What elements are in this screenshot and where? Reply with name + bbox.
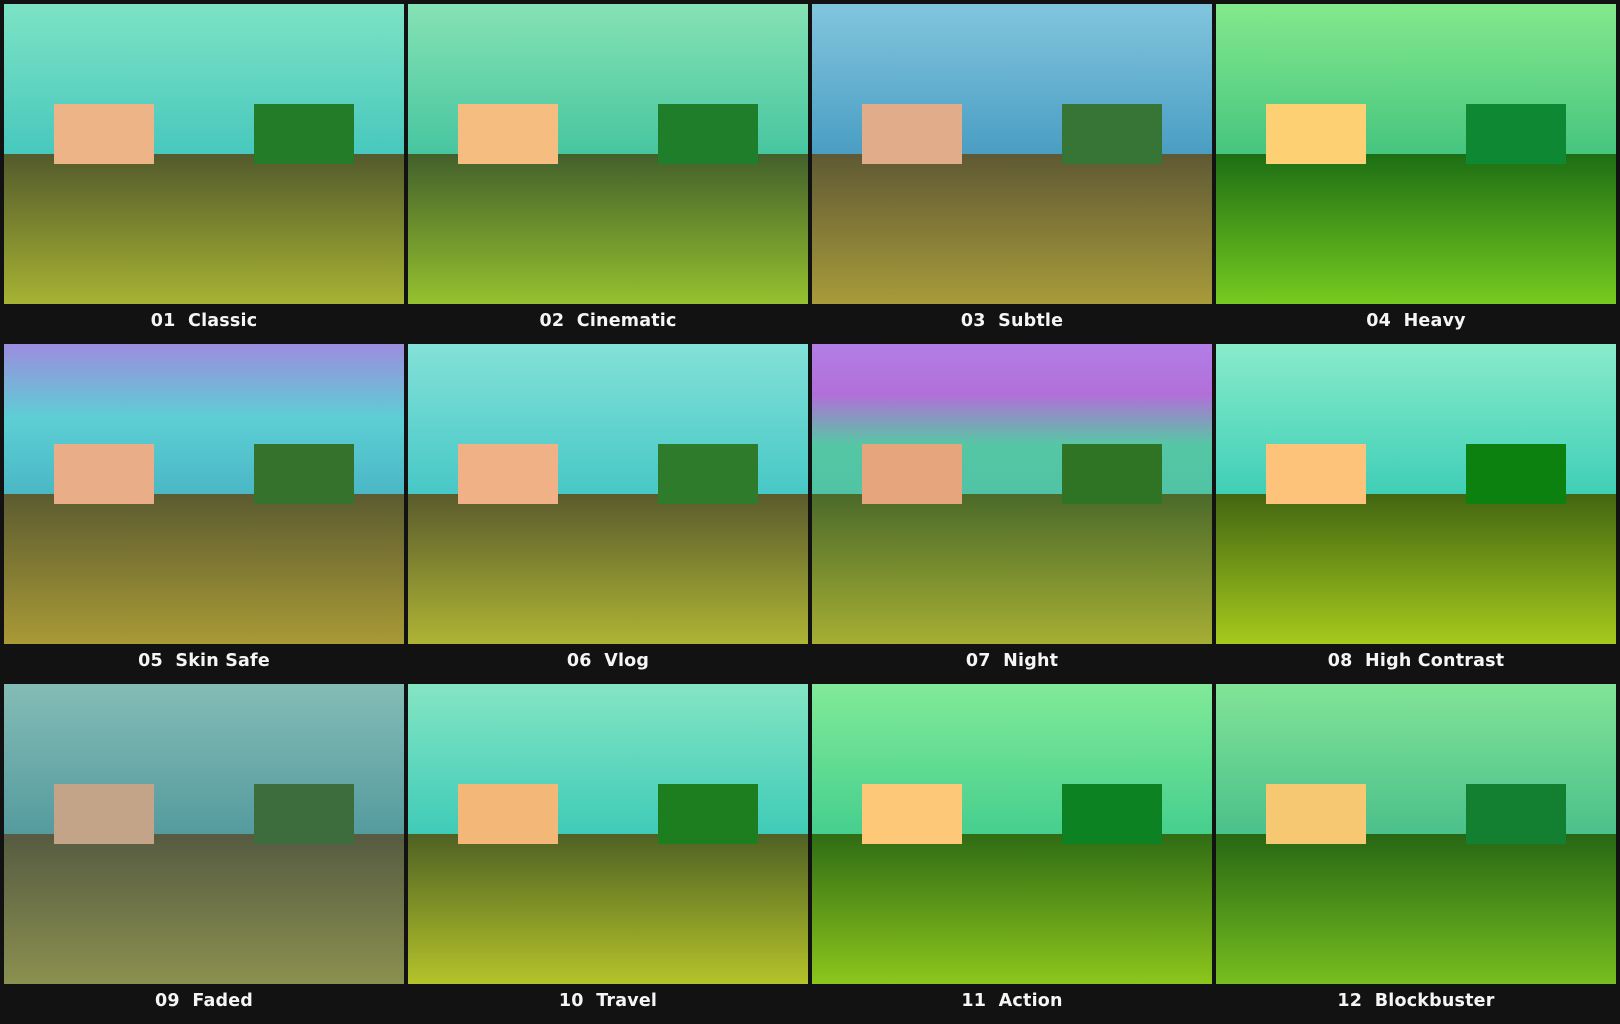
preset-label: 04 Heavy — [1366, 311, 1466, 331]
thumbnail-foliage-swatch — [1062, 444, 1162, 504]
thumbnail-skin-swatch — [1266, 444, 1366, 504]
thumbnail-foliage-swatch — [1466, 784, 1566, 844]
thumbnail-ground — [4, 154, 404, 304]
preset-tile[interactable]: 05 Skin Safe — [4, 344, 404, 684]
thumbnail-foliage-swatch — [254, 104, 354, 164]
preset-label: 11 Action — [961, 991, 1063, 1011]
preset-tile[interactable]: 06 Vlog — [408, 344, 808, 684]
thumbnail-ground — [812, 154, 1212, 304]
thumbnail-foliage-swatch — [1062, 784, 1162, 844]
preset-label: 02 Cinematic — [539, 311, 677, 331]
filter-preset-grid: 01 Classic 02 Cinematic 03 Subtle 04 Hea… — [4, 4, 1616, 1024]
preset-label: 01 Classic — [150, 311, 258, 331]
preset-thumbnail — [408, 344, 808, 644]
preset-tile[interactable]: 10 Travel — [408, 684, 808, 1024]
preset-tile[interactable]: 09 Faded — [4, 684, 404, 1024]
thumbnail-skin-swatch — [1266, 784, 1366, 844]
preset-tile[interactable]: 02 Cinematic — [408, 4, 808, 344]
thumbnail-skin-swatch — [458, 104, 558, 164]
thumbnail-foliage-swatch — [658, 784, 758, 844]
thumbnail-skin-swatch — [458, 784, 558, 844]
preset-thumbnail — [408, 684, 808, 984]
thumbnail-skin-swatch — [458, 444, 558, 504]
thumbnail-skin-swatch — [862, 104, 962, 164]
thumbnail-ground — [408, 834, 808, 984]
thumbnail-skin-swatch — [862, 444, 962, 504]
thumbnail-ground — [4, 834, 404, 984]
thumbnail-skin-swatch — [862, 784, 962, 844]
preset-thumbnail — [812, 684, 1212, 984]
preset-thumbnail — [1216, 344, 1616, 644]
thumbnail-ground — [1216, 154, 1616, 304]
thumbnail-foliage-swatch — [658, 104, 758, 164]
preset-label: 12 Blockbuster — [1337, 991, 1495, 1011]
preset-thumbnail — [1216, 4, 1616, 304]
thumbnail-skin-swatch — [54, 104, 154, 164]
thumbnail-ground — [4, 494, 404, 644]
thumbnail-foliage-swatch — [1466, 104, 1566, 164]
preset-tile[interactable]: 04 Heavy — [1216, 4, 1616, 344]
preset-tile[interactable]: 03 Subtle — [812, 4, 1212, 344]
preset-tile[interactable]: 08 High Contrast — [1216, 344, 1616, 684]
thumbnail-skin-swatch — [1266, 104, 1366, 164]
thumbnail-foliage-swatch — [1062, 104, 1162, 164]
thumbnail-ground — [812, 494, 1212, 644]
preset-tile[interactable]: 11 Action — [812, 684, 1212, 1024]
preset-thumbnail — [4, 344, 404, 644]
thumbnail-foliage-swatch — [254, 784, 354, 844]
preset-thumbnail — [1216, 684, 1616, 984]
preset-label: 05 Skin Safe — [138, 651, 270, 671]
preset-tile[interactable]: 12 Blockbuster — [1216, 684, 1616, 1024]
thumbnail-ground — [1216, 494, 1616, 644]
thumbnail-foliage-swatch — [1466, 444, 1566, 504]
thumbnail-skin-swatch — [54, 784, 154, 844]
thumbnail-foliage-swatch — [254, 444, 354, 504]
preset-label: 03 Subtle — [960, 311, 1064, 331]
preset-tile[interactable]: 01 Classic — [4, 4, 404, 344]
preset-thumbnail — [408, 4, 808, 304]
thumbnail-ground — [408, 154, 808, 304]
preset-thumbnail — [812, 4, 1212, 304]
preset-thumbnail — [812, 344, 1212, 644]
thumbnail-ground — [812, 834, 1212, 984]
preset-tile[interactable]: 07 Night — [812, 344, 1212, 684]
thumbnail-ground — [1216, 834, 1616, 984]
preset-label: 09 Faded — [155, 991, 253, 1011]
preset-thumbnail — [4, 4, 404, 304]
thumbnail-ground — [408, 494, 808, 644]
preset-label: 07 Night — [965, 651, 1059, 671]
preset-label: 08 High Contrast — [1327, 651, 1505, 671]
preset-thumbnail — [4, 684, 404, 984]
preset-label: 10 Travel — [558, 991, 658, 1011]
thumbnail-skin-swatch — [54, 444, 154, 504]
preset-label: 06 Vlog — [566, 651, 650, 671]
thumbnail-foliage-swatch — [658, 444, 758, 504]
